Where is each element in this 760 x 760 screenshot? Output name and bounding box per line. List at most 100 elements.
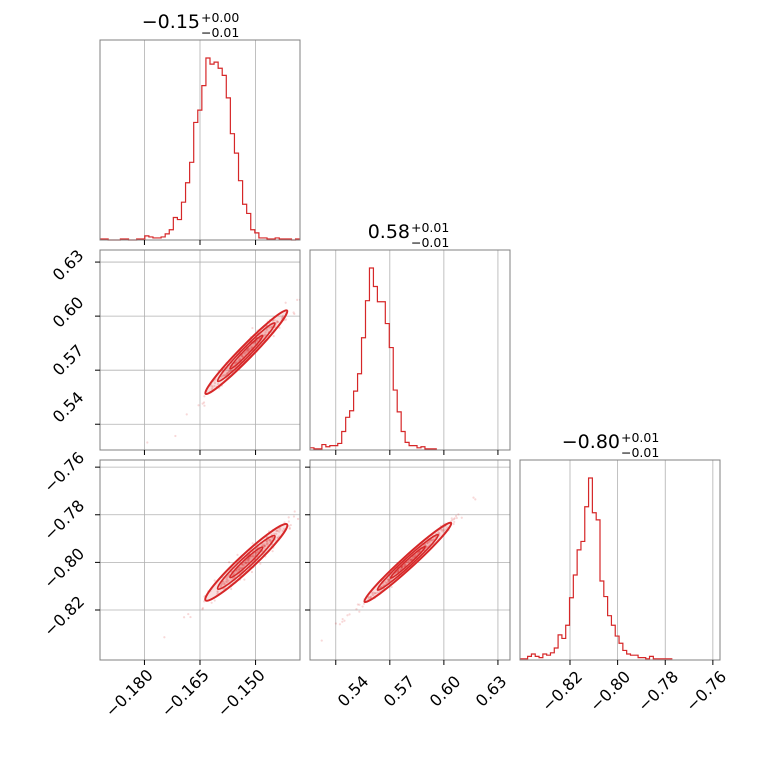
histogram-panel-param-3	[519, 459, 721, 665]
scatter-point	[241, 563, 244, 567]
scatter-point	[402, 564, 405, 567]
scatter-point	[426, 541, 429, 545]
scatter-point	[163, 636, 166, 639]
scatter-point	[278, 326, 281, 329]
scatter-point	[238, 568, 241, 572]
scatter-point	[296, 298, 299, 301]
scatter-point	[378, 590, 382, 593]
scatter-point	[210, 601, 213, 604]
scatter-point	[279, 528, 282, 531]
scatter-point	[250, 554, 254, 557]
scatter-point	[452, 522, 455, 526]
scatter-point	[187, 612, 190, 616]
scatter-point	[441, 528, 444, 531]
scatter-point	[411, 556, 414, 559]
title-param-3-minus: −0.01	[621, 445, 659, 460]
scatter-point	[472, 496, 475, 499]
scatter-point	[273, 319, 276, 322]
scatter-point	[451, 518, 454, 522]
x-tick-label-col0-0: −0.180	[101, 665, 156, 720]
scatter-point	[238, 357, 242, 360]
scatter-point	[440, 529, 443, 532]
scatter-point	[450, 517, 453, 520]
scatter-point	[292, 515, 296, 518]
scatter-point	[223, 583, 227, 586]
scatter-point	[263, 544, 266, 547]
scatter-point	[266, 542, 269, 545]
title-param-1-plus: +0.00	[201, 10, 239, 25]
x-tick-label-col2-2: −0.78	[634, 667, 682, 715]
scatter-point	[222, 374, 225, 377]
scatter-point	[367, 596, 370, 599]
contour-outer	[204, 309, 289, 396]
scatter-point	[248, 556, 251, 560]
scatter-point	[341, 620, 344, 623]
y-tick-label-row1-1: 0.57	[49, 341, 88, 380]
scatter-point	[426, 542, 429, 545]
scatter-point	[263, 543, 266, 546]
scatter-point	[258, 548, 261, 552]
scatter-point	[442, 529, 446, 532]
scatter-point	[411, 556, 414, 559]
scatter-point	[246, 348, 249, 352]
scatter-point	[224, 580, 228, 583]
scatter-point	[441, 530, 444, 533]
y-tick-label-row1-2: 0.60	[49, 293, 88, 332]
hist-2-background	[520, 460, 720, 660]
scatter-point	[243, 561, 247, 564]
scatter-point	[426, 541, 429, 544]
scatter-point	[263, 333, 266, 336]
histogram-panel-param-2	[309, 249, 511, 455]
x-tick-label-col2-0: −0.82	[538, 667, 586, 715]
panel-21-background	[310, 460, 510, 660]
scatter-point	[438, 532, 441, 535]
scatter-point	[231, 573, 235, 576]
scatter-point	[259, 562, 262, 565]
scatter-point	[431, 539, 434, 542]
title-param-2: 0.58	[368, 221, 410, 243]
scatter-point	[226, 576, 229, 579]
scatter-point	[275, 532, 278, 535]
scatter-point	[264, 331, 267, 334]
scatter-point	[400, 566, 403, 569]
scatter-point	[372, 594, 375, 597]
scatter-point	[276, 536, 279, 539]
scatter-point	[367, 597, 370, 601]
scatter-point	[407, 559, 410, 562]
title-param-2-minus: −0.01	[411, 235, 449, 250]
scatter-point	[222, 582, 225, 586]
scatter-point	[387, 578, 390, 581]
scatter-point	[425, 546, 429, 549]
scatter-point	[220, 583, 223, 586]
scatter-point	[284, 318, 288, 321]
scatter-point	[227, 579, 230, 582]
scatter-point	[356, 603, 359, 606]
scatter-point	[219, 584, 223, 587]
scatter-point	[371, 593, 374, 596]
scatter-point	[382, 584, 385, 587]
scatter-point	[233, 572, 236, 576]
scatter-point	[219, 585, 222, 589]
scatter-point	[301, 510, 303, 512]
scatter-point	[237, 567, 241, 571]
scatter-point	[413, 554, 416, 557]
scatter-point	[203, 404, 206, 407]
title-param-2-plus: +0.01	[411, 220, 449, 235]
scatter-point	[399, 567, 402, 571]
scatter-point	[334, 622, 338, 625]
scatter-point	[281, 314, 284, 317]
x-tick-label-col0-1: −0.165	[157, 665, 212, 720]
scatter-point	[213, 579, 216, 582]
scatter-point	[271, 550, 274, 553]
scatter-point	[268, 539, 272, 542]
scatter-point	[276, 529, 279, 532]
scatter-point	[437, 531, 440, 534]
scatter-point	[189, 615, 192, 619]
scatter-point	[373, 592, 376, 595]
scatter-point	[409, 558, 413, 561]
x-tick-label-col1-1: 0.57	[380, 672, 419, 711]
histogram-step-0	[100, 57, 300, 241]
scatter-point	[266, 540, 269, 543]
scatter-point	[263, 544, 266, 547]
scatter-point	[248, 347, 251, 350]
